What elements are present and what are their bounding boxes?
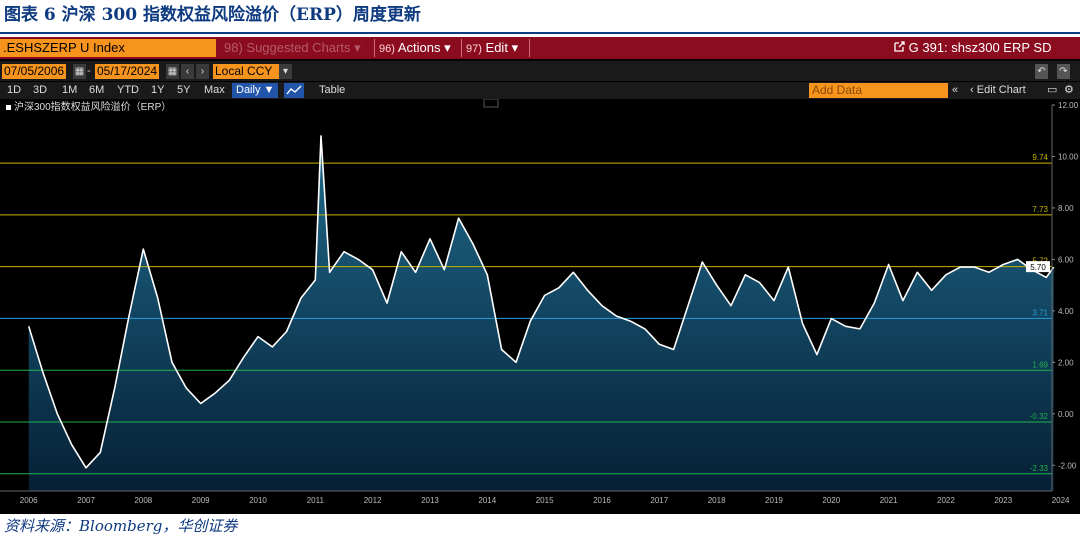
erp-series-line [27, 135, 1055, 469]
x-tick-label: 2023 [994, 496, 1012, 505]
x-tick-label: 2017 [650, 496, 668, 505]
range-1y[interactable]: 1Y [151, 84, 165, 96]
reference-label: -0.32 [1030, 412, 1049, 421]
calendar-icon[interactable]: ▦ [166, 64, 179, 79]
line-chart-icon[interactable] [284, 83, 304, 98]
range-5y[interactable]: 5Y [177, 84, 191, 96]
y-tick-label: 0.00 [1058, 410, 1074, 419]
suggested-charts-label: 98) Suggested Charts [224, 40, 351, 55]
bloomberg-terminal: .ESHSZERP U Index 98) Suggested Charts ▾… [0, 37, 1080, 514]
collapse-icon[interactable]: « [952, 84, 959, 96]
toolbar-divider [461, 39, 462, 57]
x-tick-label: 2016 [593, 496, 611, 505]
y-tick-label: 10.00 [1058, 152, 1079, 161]
y-tick-label: 8.00 [1058, 204, 1074, 213]
y-tick-label: -2.00 [1058, 461, 1077, 470]
chart-id-label: G 391: shsz300 ERP SD [908, 40, 1052, 55]
range-max[interactable]: Max [204, 84, 225, 96]
area-fill [28, 135, 1054, 491]
figure-caption: 图表 6 沪深 300 指数权益风险溢价（ERP）周度更新 [4, 5, 421, 25]
reference-label: 5.72 [1032, 257, 1048, 266]
actions-number: 96) [379, 43, 395, 55]
edit-chart-separator: ‹ [970, 84, 977, 96]
redo-icon[interactable]: ↷ [1057, 64, 1070, 79]
range-toolbar: 1D 3D 1M 6M YTD 1Y 5Y Max Daily ▼ Table … [0, 82, 1080, 99]
frequency-select[interactable]: Daily ▼ [232, 83, 279, 98]
chart-area: 9.74 7.73 5.72 3.71 1.69 -0.32 -2.33 12.00 10.0… [0, 98, 1080, 514]
x-tick-label: 2015 [536, 496, 554, 505]
external-link-icon [894, 41, 905, 52]
chevron-down-icon[interactable]: ▾ [279, 64, 292, 79]
currency-select[interactable]: Local CCY [213, 64, 281, 79]
legend-swatch [6, 105, 11, 110]
calendar-icon[interactable]: ▦ [73, 64, 86, 79]
ticker-field[interactable]: .ESHSZERP U Index [0, 39, 216, 57]
minimize-icon[interactable]: ▭ [1047, 84, 1058, 96]
range-1d[interactable]: 1D [7, 84, 22, 96]
caption-rule [0, 32, 1080, 34]
range-6m[interactable]: 6M [89, 84, 105, 96]
actions-label: Actions [397, 40, 441, 55]
reference-label: 3.71 [1032, 308, 1048, 317]
gear-icon[interactable]: ⚙ [1064, 84, 1074, 96]
y-tick-label: 6.00 [1058, 255, 1074, 264]
start-date-field[interactable]: 07/05/2006 [2, 64, 67, 79]
y-tick-label: 2.00 [1058, 358, 1074, 367]
add-data-field[interactable]: Add Data [809, 83, 948, 98]
toolbar-divider [374, 39, 375, 57]
date-toolbar: 07/05/2006 ▦ - 05/17/2024 ▦ ‹ › Local CC… [0, 61, 1080, 81]
source-note: 资料来源：Bloomberg，华创证券 [4, 517, 238, 535]
x-tick-label: 2012 [364, 496, 382, 505]
x-tick-label: 2018 [708, 496, 726, 505]
reference-label: 7.73 [1032, 205, 1048, 214]
edit-label: Edit [485, 40, 508, 55]
last-value-label: 5.70 [1030, 263, 1046, 272]
line-chart-glyph [286, 85, 302, 95]
end-date-field[interactable]: 05/17/2024 [95, 64, 160, 79]
erp-chart: 9.74 7.73 5.72 3.71 1.69 -0.32 -2.33 12.00 10.0… [0, 98, 1079, 505]
edit-chart-button[interactable]: ‹ Edit Chart [970, 83, 1026, 98]
top-toolbar: .ESHSZERP U Index 98) Suggested Charts ▾… [0, 37, 1080, 59]
chevron-down-icon: ▾ [354, 40, 361, 55]
reference-label: -2.33 [1030, 464, 1049, 473]
chevron-down-icon: ▾ [444, 40, 451, 55]
range-3d[interactable]: 3D [33, 84, 48, 96]
last-value-badge [1026, 261, 1050, 273]
chevron-down-icon: ▾ [511, 40, 519, 55]
chart-id[interactable]: G 391: shsz300 ERP SD [893, 39, 1051, 57]
suggested-charts-button[interactable]: 98) Suggested Charts ▾ [224, 39, 361, 57]
edit-chart-label: Edit Chart [976, 84, 1026, 96]
next-arrow-icon[interactable]: › [196, 64, 209, 79]
table-button[interactable]: Table [319, 84, 346, 96]
x-tick-label: 2024 [1052, 496, 1070, 505]
x-tick-label: 2013 [421, 496, 439, 505]
reference-label: 9.74 [1032, 153, 1048, 162]
x-tick-label: 2010 [249, 496, 267, 505]
x-tick-label: 2020 [822, 496, 840, 505]
edit-number: 97) [466, 43, 482, 55]
y-tick-label: 4.00 [1058, 307, 1074, 316]
x-tick-label: 2009 [192, 496, 210, 505]
x-tick-label: 2014 [478, 496, 496, 505]
x-tick-label: 2011 [307, 496, 325, 505]
actions-button[interactable]: 96) Actions ▾ [379, 39, 451, 57]
x-tick-label: 2008 [134, 496, 152, 505]
toolbar-divider [529, 39, 530, 57]
x-tick-label: 2006 [20, 496, 38, 505]
reference-label: 1.69 [1032, 360, 1048, 369]
undo-icon[interactable]: ↶ [1035, 64, 1048, 79]
prev-arrow-icon[interactable]: ‹ [181, 64, 194, 79]
range-1m[interactable]: 1M [62, 84, 78, 96]
y-tick-label: 12.00 [1058, 101, 1079, 110]
legend-label: 沪深300指数权益风险溢价（ERP） [14, 100, 171, 113]
collapse-legend-icon [483, 98, 499, 108]
x-tick-label: 2021 [880, 496, 898, 505]
x-tick-label: 2022 [937, 496, 955, 505]
range-ytd[interactable]: YTD [117, 84, 139, 96]
edit-button[interactable]: 97) Edit ▾ [466, 39, 518, 57]
date-separator: - [87, 65, 91, 77]
x-tick-label: 2007 [77, 496, 95, 505]
x-tick-label: 2019 [765, 496, 783, 505]
